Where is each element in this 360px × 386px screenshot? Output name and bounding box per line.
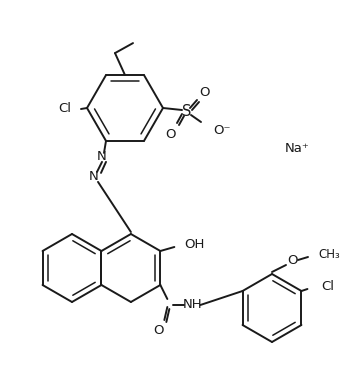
- Text: OH: OH: [184, 239, 205, 252]
- Text: O: O: [166, 129, 176, 142]
- Text: O⁻: O⁻: [213, 124, 230, 137]
- Text: O: O: [153, 325, 163, 337]
- Text: Cl: Cl: [58, 103, 71, 115]
- Text: Na⁺: Na⁺: [285, 142, 310, 154]
- Text: CH₃: CH₃: [318, 247, 340, 261]
- Text: N: N: [89, 170, 99, 183]
- Text: Cl: Cl: [321, 281, 334, 293]
- Text: NH: NH: [183, 298, 202, 312]
- Text: O: O: [200, 86, 210, 98]
- Text: S: S: [182, 105, 192, 120]
- Text: O: O: [287, 254, 297, 266]
- Text: N: N: [97, 151, 107, 163]
